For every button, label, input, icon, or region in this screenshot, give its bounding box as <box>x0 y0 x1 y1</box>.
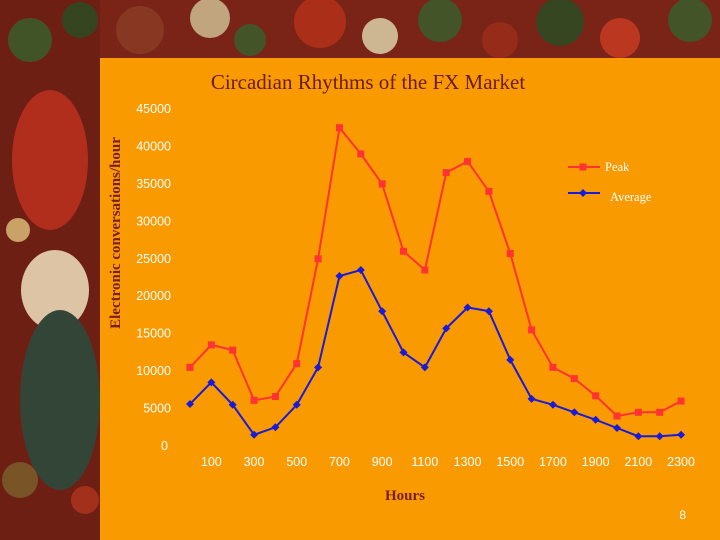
data-point-peak <box>592 392 600 400</box>
x-tick-label: 100 <box>201 455 222 469</box>
data-point-peak <box>634 408 642 416</box>
y-tick-label: 40000 <box>136 139 171 153</box>
data-point-average <box>442 324 451 333</box>
data-point-average <box>314 363 323 372</box>
data-point-peak <box>186 363 194 371</box>
legend: Peak Average <box>568 160 652 204</box>
x-tick-label: 1500 <box>496 455 524 469</box>
data-point-average <box>613 424 621 433</box>
x-tick-label: 1900 <box>582 455 610 469</box>
y-tick-label: 45000 <box>136 102 171 116</box>
slide-number: 8 <box>679 508 686 522</box>
data-point-peak <box>464 157 472 165</box>
data-point-peak <box>570 375 578 383</box>
data-point-average <box>207 378 216 387</box>
y-tick-label: 5000 <box>143 402 171 416</box>
data-point-average <box>399 348 408 357</box>
data-point-peak <box>549 363 557 371</box>
y-tick-label: 0 <box>161 439 168 453</box>
data-point-peak <box>250 396 258 404</box>
data-point-average <box>506 355 515 364</box>
x-tick-label: 300 <box>244 455 265 469</box>
data-point-average <box>356 266 365 275</box>
data-point-peak <box>485 187 493 195</box>
data-point-peak <box>378 180 386 188</box>
data-point-average <box>484 307 493 316</box>
legend-peak-marker <box>579 163 587 171</box>
data-point-peak <box>207 341 215 349</box>
data-point-average <box>250 430 259 439</box>
data-point-average <box>228 400 237 409</box>
data-point-peak <box>357 150 365 158</box>
data-point-peak <box>528 326 536 334</box>
series-line-average <box>189 268 682 438</box>
legend-average-marker <box>579 189 587 197</box>
data-point-peak <box>229 346 237 354</box>
data-point-average <box>570 408 579 417</box>
legend-peak-label: Peak <box>605 160 630 174</box>
data-point-peak <box>421 266 429 274</box>
data-point-average <box>335 272 344 281</box>
data-point-average <box>527 394 536 403</box>
series-average <box>186 266 686 441</box>
data-point-peak <box>656 408 664 416</box>
data-point-peak <box>677 397 685 405</box>
data-point-peak <box>314 255 322 263</box>
data-point-peak <box>442 169 450 177</box>
data-point-average <box>378 307 387 316</box>
data-point-average <box>420 363 429 372</box>
x-axis-label: Hours <box>385 488 425 504</box>
data-point-peak <box>613 412 621 420</box>
data-point-peak <box>335 124 343 132</box>
data-point-average <box>271 423 280 432</box>
data-point-average <box>463 303 472 312</box>
legend-item-peak: Peak <box>568 160 630 174</box>
tapestry-foliage <box>2 0 712 514</box>
y-axis-ticks: 0 5000 10000 15000 20000 25000 30000 35000 40000… <box>136 102 171 453</box>
y-axis-label: Electronic conversations/hour <box>108 137 124 329</box>
y-tick-label: 10000 <box>136 364 171 378</box>
x-tick-label: 500 <box>286 455 307 469</box>
data-point-average <box>292 400 301 409</box>
data-point-average <box>548 400 557 409</box>
x-tick-label: 1100 <box>411 455 438 469</box>
chart-panel <box>100 58 720 540</box>
y-tick-label: 25000 <box>136 252 171 266</box>
chart-title: Circadian Rhythms of the FX Market <box>211 70 526 94</box>
data-point-average <box>677 430 686 439</box>
legend-average-label: Average <box>610 190 652 204</box>
data-point-average <box>186 400 194 409</box>
x-tick-label: 2100 <box>624 455 652 469</box>
y-tick-label: 15000 <box>136 327 171 341</box>
x-axis-ticks: 100 300 500 700 900 1100 1300 1500 1700 1900 2100 2… <box>201 455 695 469</box>
data-point-average <box>591 415 600 424</box>
legend-item-average: Average <box>568 189 652 204</box>
series-layer <box>186 124 686 441</box>
data-point-peak <box>400 247 407 255</box>
x-tick-label: 700 <box>329 455 350 469</box>
series-peak <box>186 124 685 420</box>
x-tick-label: 2300 <box>667 455 695 469</box>
x-tick-label: 900 <box>372 455 393 469</box>
data-point-peak <box>271 393 279 401</box>
x-tick-label: 1700 <box>539 455 567 469</box>
y-tick-label: 20000 <box>136 289 171 303</box>
data-point-average <box>634 432 643 441</box>
series-line-peak <box>189 125 682 418</box>
x-tick-label: 1300 <box>454 455 482 469</box>
data-point-peak <box>293 360 301 368</box>
data-point-peak <box>506 250 514 258</box>
data-point-average <box>655 432 664 441</box>
y-tick-label: 35000 <box>136 177 171 191</box>
y-tick-label: 30000 <box>136 214 171 228</box>
